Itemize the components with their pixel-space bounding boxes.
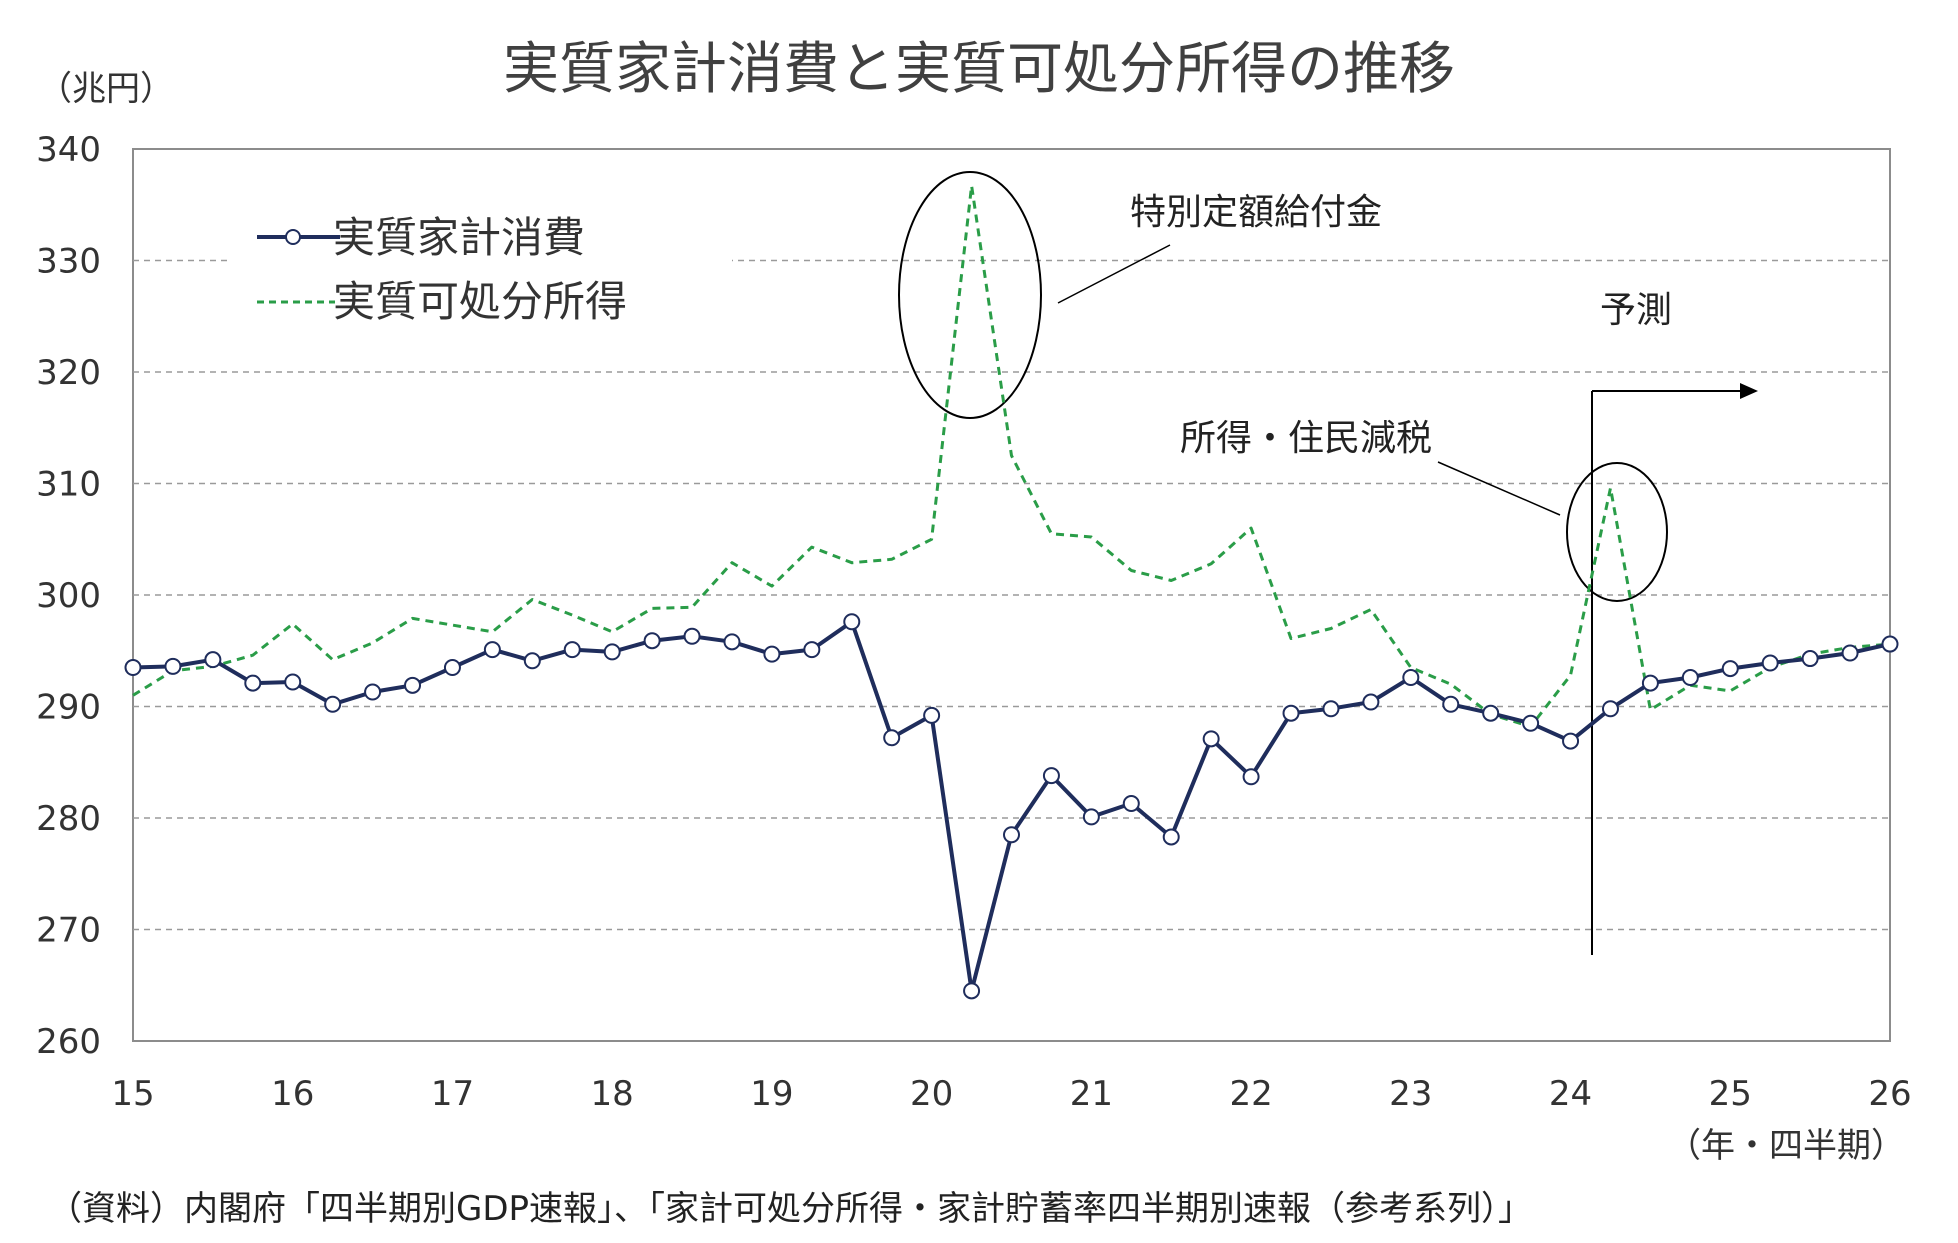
x-tick-label: 22 [1229, 1074, 1272, 1114]
x-tick-label: 20 [910, 1074, 953, 1114]
data-point [443, 658, 461, 676]
x-tick-label: 26 [1868, 1074, 1911, 1114]
data-point [843, 613, 861, 631]
tax-cut-label: 所得・住民減税 [1180, 418, 1432, 459]
data-point [364, 683, 382, 701]
data-point [1122, 795, 1140, 813]
data-point [1601, 700, 1619, 718]
y-tick-label: 280 [36, 799, 101, 839]
data-point [204, 651, 222, 669]
data-point [883, 729, 901, 747]
special-benefit-label: 特別定額給付金 [1130, 192, 1382, 233]
data-point [1322, 700, 1340, 718]
data-point [1442, 695, 1460, 713]
x-tick-label: 25 [1709, 1074, 1752, 1114]
data-point [1801, 650, 1819, 668]
x-tick-label: 24 [1549, 1074, 1592, 1114]
special-benefit-ellipse [898, 171, 1042, 419]
x-tick-label: 17 [431, 1074, 474, 1114]
x-tick-label: 23 [1389, 1074, 1432, 1114]
data-point [1562, 732, 1580, 750]
legend-box [232, 198, 732, 333]
data-point [1522, 714, 1540, 732]
data-point [244, 674, 262, 692]
series-line [132, 619, 1891, 993]
data-point [963, 982, 981, 1000]
data-point [563, 641, 581, 659]
data-point [284, 673, 302, 691]
chart-title: 実質家計消費と実質可処分所得の推移 [503, 37, 1455, 102]
x-tick-label: 19 [750, 1074, 793, 1114]
y-tick-label: 330 [36, 242, 101, 282]
x-tick-label: 16 [271, 1074, 314, 1114]
data-point [1402, 669, 1420, 687]
data-point [1761, 654, 1779, 672]
data-point [1242, 768, 1260, 786]
data-point [1681, 669, 1699, 687]
data-point [803, 641, 821, 659]
data-point [1202, 730, 1220, 748]
legend-consumption-label: 実質家計消費 [333, 213, 585, 262]
x-tick-label: 21 [1070, 1074, 1113, 1114]
data-point [763, 645, 781, 663]
legend-income-label: 実質可処分所得 [333, 277, 627, 326]
data-point [1641, 674, 1659, 692]
x-tick-label: 18 [591, 1074, 634, 1114]
data-point [1162, 828, 1180, 846]
data-point [643, 632, 661, 650]
data-point [124, 658, 142, 676]
data-point [923, 706, 941, 724]
y-tick-label: 260 [36, 1022, 101, 1062]
data-point [1721, 660, 1739, 678]
y-tick-label: 340 [36, 130, 101, 170]
series-household-consumption [124, 613, 1899, 1000]
y-tick-label: 300 [36, 576, 101, 616]
data-point [683, 627, 701, 645]
data-point [1881, 635, 1899, 653]
forecast-label: 予測 [1600, 290, 1672, 331]
data-point [324, 695, 342, 713]
series-disposable-income [132, 184, 1891, 729]
y-tick-label: 270 [36, 911, 101, 951]
y-axis-unit: （兆円） [38, 69, 174, 109]
data-point [1841, 644, 1859, 662]
data-point [1003, 826, 1020, 844]
data-point [483, 641, 501, 659]
x-axis-ticks: 15 16 17 18 19 20 21 22 23 24 25 26 [111, 1074, 1911, 1114]
x-tick-label: 15 [111, 1074, 154, 1114]
forecast-arrow-head [1740, 383, 1758, 399]
data-point [1282, 704, 1300, 722]
data-point [603, 643, 621, 661]
data-point [523, 652, 541, 670]
source-note: （資料）内閣府「四半期別GDP速報」、「家計可処分所得・家計貯蓄率四半期別速報（… [48, 1189, 1532, 1229]
data-point [723, 633, 741, 651]
y-tick-label: 320 [36, 353, 101, 393]
data-point [404, 676, 422, 694]
special-benefit-leader [1057, 244, 1171, 304]
y-tick-label: 290 [36, 688, 101, 728]
y-tick-label: 310 [36, 465, 101, 505]
legend-consumption-marker [285, 229, 301, 245]
data-point [1362, 693, 1380, 711]
y-axis-ticks: 340 330 320 310 300 290 280 270 260 [36, 130, 101, 1062]
data-point [1482, 704, 1500, 722]
tax-cut-ellipse [1566, 462, 1668, 602]
data-point [1042, 767, 1060, 785]
data-point [1082, 808, 1100, 826]
series-line [132, 184, 1891, 729]
tax-cut-leader [1437, 461, 1561, 516]
data-point [164, 657, 182, 675]
x-axis-unit: （年・四半期） [1667, 1126, 1905, 1166]
